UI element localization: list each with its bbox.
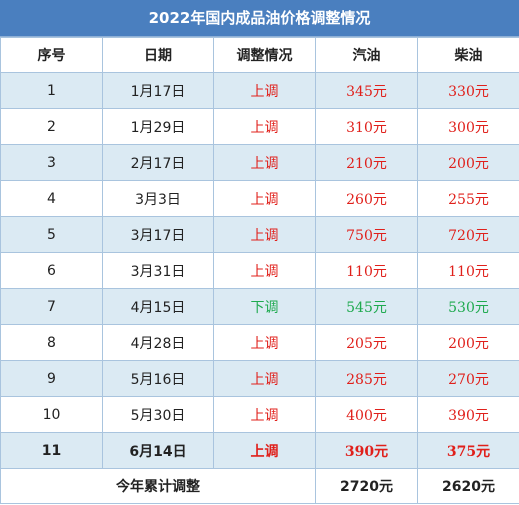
row-gasoline: 345元	[315, 72, 418, 109]
row-number: 4	[0, 180, 103, 217]
row-diesel: 390元	[417, 396, 519, 433]
table-row: 6 3月31日 上调 110元 110元	[0, 252, 519, 289]
row-number: 3	[0, 144, 103, 181]
row-date: 4月15日	[102, 288, 214, 325]
table-row: 4 3月3日 上调 260元 255元	[0, 180, 519, 217]
row-gasoline: 750元	[315, 216, 418, 253]
row-gasoline: 285元	[315, 360, 418, 397]
table-row: 7 4月15日 下调 545元 530元	[0, 288, 519, 325]
header-date: 日期	[102, 37, 214, 73]
row-status: 上调	[213, 216, 316, 253]
row-number: 2	[0, 108, 103, 145]
table-row: 8 4月28日 上调 205元 200元	[0, 324, 519, 361]
table-row: 3 2月17日 上调 210元 200元	[0, 144, 519, 181]
row-date: 6月14日	[102, 432, 214, 469]
header-gasoline: 汽油	[315, 37, 418, 73]
row-status: 上调	[213, 360, 316, 397]
row-status: 上调	[213, 144, 316, 181]
total-label: 今年累计调整	[0, 468, 316, 504]
row-number: 6	[0, 252, 103, 289]
row-diesel: 200元	[417, 144, 519, 181]
row-number: 11	[0, 432, 103, 469]
row-gasoline: 400元	[315, 396, 418, 433]
row-date: 1月17日	[102, 72, 214, 109]
row-diesel: 300元	[417, 108, 519, 145]
table-row: 1 1月17日 上调 345元 330元	[0, 72, 519, 109]
row-date: 5月30日	[102, 396, 214, 433]
table-row: 10 5月30日 上调 400元 390元	[0, 396, 519, 433]
row-diesel: 255元	[417, 180, 519, 217]
row-diesel: 375元	[417, 432, 519, 469]
row-number: 8	[0, 324, 103, 361]
row-diesel: 330元	[417, 72, 519, 109]
row-status: 上调	[213, 180, 316, 217]
table-row: 5 3月17日 上调 750元 720元	[0, 216, 519, 253]
table-row: 9 5月16日 上调 285元 270元	[0, 360, 519, 397]
row-gasoline: 110元	[315, 252, 418, 289]
row-date: 3月17日	[102, 216, 214, 253]
price-table: 序号 日期 调整情况 汽油 柴油 1 1月17日 上调 345元 330元 2 1月29日上…	[0, 37, 519, 504]
row-date: 4月28日	[102, 324, 214, 361]
row-diesel: 720元	[417, 216, 519, 253]
table-title: 2022年国内成品油价格调整情况	[0, 0, 519, 37]
row-number: 5	[0, 216, 103, 253]
row-gasoline: 310元	[315, 108, 418, 145]
row-date: 3月3日	[102, 180, 214, 217]
row-gasoline: 210元	[315, 144, 418, 181]
row-date: 3月31日	[102, 252, 214, 289]
row-status: 上调	[213, 432, 316, 469]
header-no: 序号	[0, 37, 103, 73]
total-row: 今年累计调整 2720元 2620元	[0, 468, 519, 504]
total-gasoline: 2720元	[315, 468, 418, 504]
row-gasoline: 390元	[315, 432, 418, 469]
header-status: 调整情况	[213, 37, 316, 73]
row-status: 上调	[213, 72, 316, 109]
row-diesel: 200元	[417, 324, 519, 361]
table-row: 11 6月14日 上调 390元 375元	[0, 432, 519, 469]
row-status: 上调	[213, 108, 316, 145]
header-diesel: 柴油	[417, 37, 519, 73]
row-number: 7	[0, 288, 103, 325]
row-status: 上调	[213, 396, 316, 433]
row-diesel: 270元	[417, 360, 519, 397]
total-diesel: 2620元	[417, 468, 519, 504]
row-diesel: 530元	[417, 288, 519, 325]
row-number: 1	[0, 72, 103, 109]
row-diesel: 110元	[417, 252, 519, 289]
row-gasoline: 545元	[315, 288, 418, 325]
row-date: 5月16日	[102, 360, 214, 397]
row-date: 1月29日	[102, 108, 214, 145]
row-gasoline: 260元	[315, 180, 418, 217]
row-status: 上调	[213, 252, 316, 289]
row-gasoline: 205元	[315, 324, 418, 361]
header-row: 序号 日期 调整情况 汽油 柴油	[0, 37, 519, 73]
table-row: 2 1月29日 上调 310元 300元	[0, 108, 519, 145]
row-date: 2月17日	[102, 144, 214, 181]
row-number: 10	[0, 396, 103, 433]
row-number: 9	[0, 360, 103, 397]
row-status: 下调	[213, 288, 316, 325]
row-status: 上调	[213, 324, 316, 361]
